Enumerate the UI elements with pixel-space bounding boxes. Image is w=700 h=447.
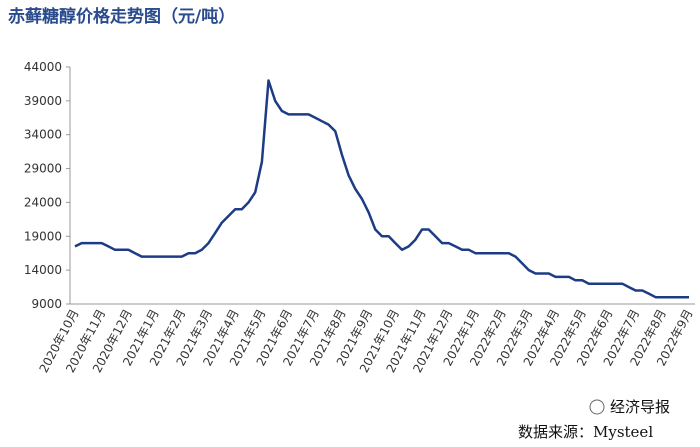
- y-tick-label: 9000: [31, 297, 62, 311]
- y-tick-label: 39000: [24, 94, 62, 108]
- y-tick-label: 29000: [24, 162, 62, 176]
- y-tick-label: 19000: [24, 229, 62, 243]
- source: 数据来源：Mysteel: [518, 423, 653, 441]
- badge: 经济导报: [589, 398, 670, 416]
- badge-icon: [589, 399, 605, 415]
- y-tick-label: 44000: [24, 60, 62, 74]
- badge-text: 经济导报: [610, 398, 670, 416]
- price-line: [74, 79, 689, 299]
- y-tick-label: 14000: [24, 263, 62, 277]
- y-tick-label: 34000: [24, 128, 62, 142]
- y-tick-label: 24000: [24, 195, 62, 209]
- chart-title: 赤藓糖醇价格走势图（元/吨）: [8, 6, 235, 27]
